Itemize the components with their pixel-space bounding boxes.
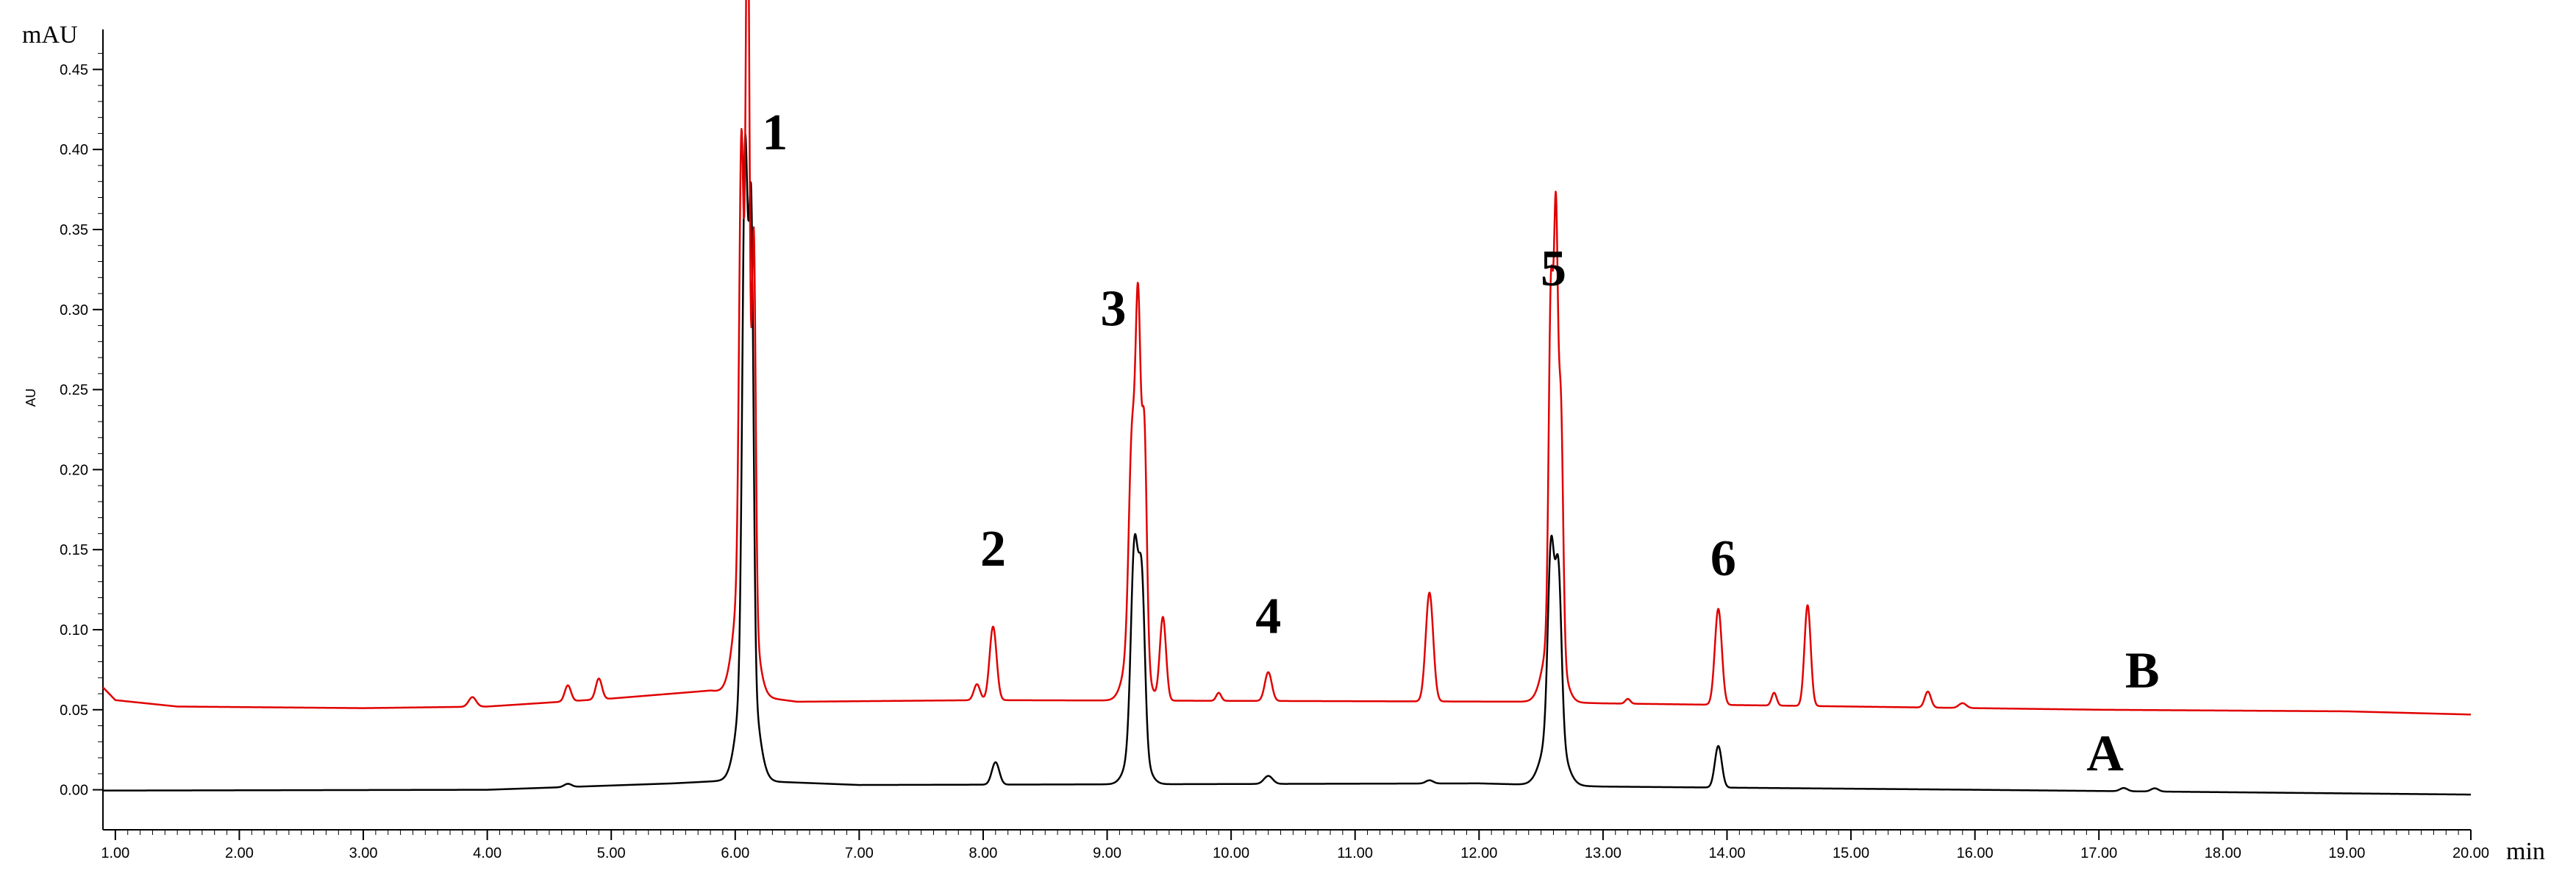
x-tick-label: 18.00 [2205, 845, 2241, 861]
x-tick-label: 9.00 [1093, 845, 1121, 861]
x-tick-label: 15.00 [1833, 845, 1869, 861]
peak-label-4: 4 [1255, 588, 1281, 644]
axes: 0.00 0.05 0.10 0.15 0.20 0.25 0.30 0.35 0.40 0.45… [60, 29, 2489, 861]
x-unit-label: min [2506, 838, 2545, 865]
x-tick-label: 11.00 [1337, 845, 1373, 861]
trace-label-B: B [2125, 642, 2160, 699]
x-tick-label: 13.00 [1585, 845, 1621, 861]
x-tick-label: 6.00 [721, 845, 749, 861]
trace-label-A: A [2086, 725, 2124, 782]
series-line-A [102, 133, 2472, 796]
peak-label-6: 6 [1710, 530, 1736, 587]
labels-layer: 1 2 3 4 5 6 BA [762, 104, 2159, 782]
y-tick-label: 0.00 [60, 783, 88, 799]
x-tick-label: 17.00 [2080, 845, 2117, 861]
x-ticks: 1.00 2.00 3.00 4.00 5.00 6.00 7.00 8.00 9.00 10.0… [101, 830, 2489, 861]
y-tick-label: 0.05 [60, 703, 88, 719]
x-tick-label: 12.00 [1460, 845, 1497, 861]
y-ticks: 0.00 0.05 0.10 0.15 0.20 0.25 0.30 0.35 0.40 0.45 [60, 53, 103, 799]
x-tick-label: 20.00 [2452, 845, 2489, 861]
y-unit-label: mAU [22, 21, 78, 49]
series-line-B [102, 0, 2472, 716]
x-tick-label: 14.00 [1708, 845, 1745, 861]
x-tick-label: 5.00 [597, 845, 626, 861]
y-tick-label: 0.30 [60, 302, 88, 319]
y-tick-label: 0.20 [60, 462, 88, 478]
y-tick-label: 0.40 [60, 142, 88, 158]
peak-label-2: 2 [980, 521, 1006, 577]
x-tick-label: 2.00 [225, 845, 254, 861]
series-layer [102, 0, 2472, 796]
peak-label-5: 5 [1541, 241, 1566, 297]
x-tick-label: 8.00 [968, 845, 997, 861]
peak-label-1: 1 [762, 104, 788, 161]
y-tick-label: 0.25 [60, 383, 88, 399]
y-tick-label: 0.15 [60, 542, 88, 558]
x-tick-label: 1.00 [101, 845, 129, 861]
x-tick-label: 7.00 [845, 845, 874, 861]
y-tick-label: 0.10 [60, 622, 88, 639]
y-tick-label: 0.45 [60, 62, 88, 78]
x-tick-label: 4.00 [473, 845, 502, 861]
x-tick-label: 19.00 [2328, 845, 2365, 861]
x-tick-label: 16.00 [1957, 845, 1994, 861]
x-tick-label: 10.00 [1213, 845, 1249, 861]
peak-label-3: 3 [1100, 281, 1126, 338]
y-axis-label: AU [24, 388, 38, 407]
x-tick-label: 3.00 [349, 845, 378, 861]
y-tick-label: 0.35 [60, 222, 88, 238]
